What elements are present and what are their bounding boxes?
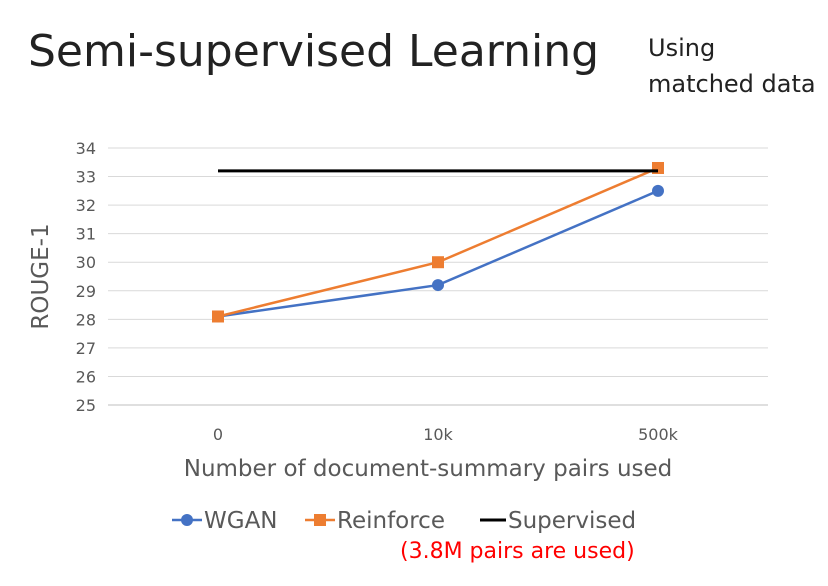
supervised-footnote: (3.8M pairs are used) — [400, 539, 635, 564]
data-point-wgan — [432, 279, 444, 292]
slide-title: Semi-supervised Learning — [28, 26, 600, 77]
series-line-wgan — [217, 189, 659, 318]
x-tick-label: 10k — [423, 425, 453, 444]
y-tick-label: 26 — [76, 367, 96, 386]
legend-marker-wgan — [181, 514, 193, 526]
y-tick-label: 28 — [76, 310, 96, 329]
y-tick-label: 32 — [76, 196, 96, 215]
y-tick-label: 31 — [76, 225, 96, 244]
series-line-reinforce — [217, 166, 659, 318]
y-tick-label: 29 — [76, 282, 96, 301]
x-tick-label: 0 — [213, 425, 223, 444]
x-axis-label: Number of document-summary pairs used — [184, 456, 673, 482]
y-axis-label: ROUGE-1 — [28, 223, 54, 329]
y-tick-label: 33 — [76, 168, 96, 187]
y-tick-label: 25 — [76, 396, 96, 415]
data-point-wgan — [652, 184, 664, 197]
y-tick-label: 27 — [76, 339, 96, 358]
legend-label-reinforce: Reinforce — [337, 508, 445, 534]
y-tick-label: 34 — [76, 139, 96, 158]
legend-label-wgan: WGAN — [204, 508, 278, 534]
y-tick-label: 30 — [76, 253, 96, 272]
data-point-reinforce — [212, 310, 224, 323]
x-tick-label: 500k — [638, 425, 679, 444]
data-point-reinforce — [432, 256, 444, 269]
legend-marker-reinforce — [314, 514, 326, 526]
slide-note: Using matched data — [648, 30, 816, 102]
slide-note-line-2: matched data — [648, 70, 816, 98]
legend-label-supervised: Supervised — [508, 508, 636, 534]
slide-note-line-1: Using — [648, 34, 716, 62]
